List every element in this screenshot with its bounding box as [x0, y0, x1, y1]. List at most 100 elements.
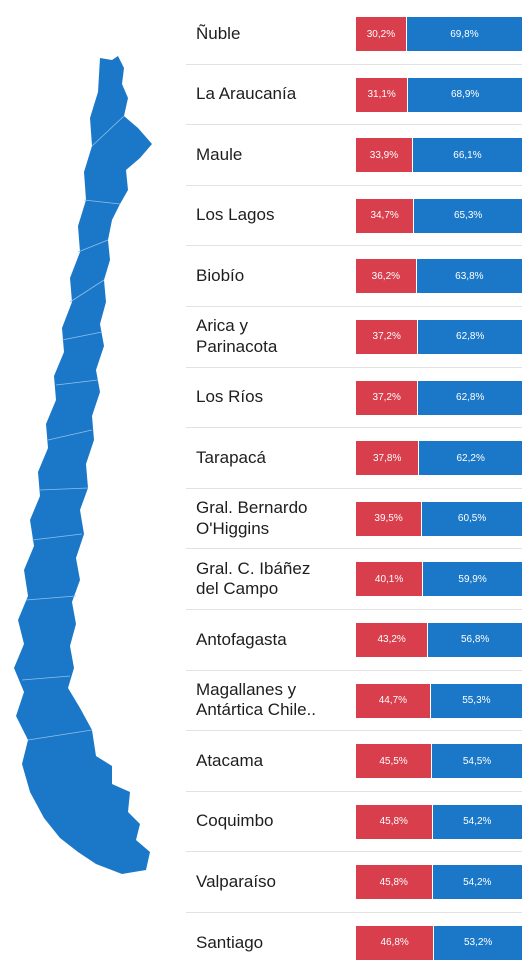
data-label: 66,1%	[453, 149, 482, 161]
region-label: Gral. C. Ibáñez del Campo	[196, 558, 311, 599]
data-label: 34,7%	[370, 210, 399, 222]
bar-segment-red: 45,8%	[356, 865, 433, 900]
region-label: Ñuble	[196, 23, 241, 43]
region-row: Antofagasta 43,2% 56,8%	[186, 610, 522, 671]
bar-segment-blue: 69,8%	[406, 17, 522, 51]
bar-segment-red: 43,2%	[356, 622, 429, 657]
bar-segment-blue: 54,5%	[432, 744, 522, 779]
bar-segment-blue: 63,8%	[416, 259, 522, 294]
bar-segment-red: 30,2%	[356, 17, 407, 51]
data-label: 63,8%	[455, 270, 484, 282]
stacked-bar: 30,2% 69,8%	[356, 17, 522, 51]
data-label: 45,5%	[379, 755, 408, 767]
stacked-bar: 39,5% 60,5%	[356, 501, 522, 536]
data-label: 54,5%	[462, 755, 492, 767]
region-row: Los Lagos 34,7% 65,3%	[186, 186, 522, 247]
region-label: La Araucanía	[196, 84, 297, 104]
region-label: Los Lagos	[196, 205, 275, 225]
region-label: Los Ríos	[196, 387, 264, 407]
data-label: 54,2%	[463, 816, 492, 828]
data-label: 37,2%	[372, 392, 401, 404]
data-label: 62,2%	[456, 452, 485, 464]
data-label: 62,8%	[456, 331, 485, 343]
bar-segment-blue: 62,8%	[418, 319, 522, 354]
stacked-bar: 46,8% 53,2%	[356, 925, 522, 960]
region-label: Arica y Parinacota	[196, 316, 278, 356]
stacked-bar: 31,1% 68,9%	[356, 77, 522, 112]
data-label: 30,2%	[366, 28, 396, 40]
data-label: 44,7%	[378, 695, 408, 707]
region-row: Atacama 45,5% 54,5%	[186, 731, 522, 792]
bar-segment-red: 45,5%	[356, 744, 433, 779]
stacked-bar: 37,8% 62,2%	[356, 441, 522, 476]
region-rows: Ñuble 30,2% 69,8% La Araucanía 31,1% 68,9% Mau…	[186, 4, 522, 974]
bar-segment-red: 33,9%	[356, 138, 413, 173]
bar-segment-blue: 56,8%	[428, 622, 522, 657]
stacked-bar: 45,8% 54,2%	[356, 865, 522, 900]
region-row: Valparaíso 45,8% 54,2%	[186, 852, 522, 913]
data-label: 69,8%	[450, 28, 479, 40]
data-label: 68,9%	[450, 89, 480, 101]
region-row: Biobío 36,2% 63,8%	[186, 246, 522, 307]
bar-segment-blue: 53,2%	[434, 925, 522, 960]
bar-segment-red: 36,2%	[356, 259, 417, 294]
stacked-bar: 43,2% 56,8%	[356, 622, 522, 657]
bar-segment-blue: 60,5%	[422, 501, 522, 536]
bar-segment-red: 37,2%	[356, 319, 419, 354]
stacked-bar: 40,1% 59,9%	[356, 562, 522, 597]
bar-segment-blue: 54,2%	[432, 865, 522, 900]
region-label: Tarapacá	[196, 447, 266, 467]
bar-segment-red: 40,1%	[356, 562, 424, 597]
data-label: 55,3%	[462, 695, 491, 707]
region-label: Magallanes y Antártica Chile..	[196, 679, 316, 720]
bar-segment-red: 44,7%	[356, 683, 431, 718]
region-label: Coquimbo	[196, 811, 274, 831]
stacked-bar: 45,8% 54,2%	[356, 804, 522, 839]
data-label: 43,2%	[377, 634, 406, 646]
data-label: 60,5%	[457, 513, 487, 525]
stacked-bar: 36,2% 63,8%	[356, 259, 522, 294]
data-label: 59,9%	[458, 573, 487, 585]
region-row: Ñuble 30,2% 69,8%	[186, 4, 522, 65]
bar-segment-blue: 55,3%	[430, 683, 522, 718]
data-label: 33,9%	[369, 149, 399, 161]
region-label: Gral. Bernardo O'Higgins	[196, 498, 308, 538]
chile-map-shape	[14, 56, 152, 874]
region-row: Tarapacá 37,8% 62,2%	[186, 428, 522, 489]
data-label: 46,8%	[380, 937, 409, 949]
data-label: 45,8%	[379, 876, 408, 888]
region-row: Coquimbo 45,8% 54,2%	[186, 792, 522, 853]
bar-segment-blue: 66,1%	[412, 138, 522, 173]
bar-segment-blue: 54,2%	[432, 804, 522, 839]
bar-segment-blue: 62,8%	[418, 380, 522, 415]
bar-segment-red: 45,8%	[356, 804, 433, 839]
bar-segment-red: 46,8%	[356, 925, 435, 960]
bar-segment-blue: 62,2%	[419, 441, 522, 476]
region-row: Los Ríos 37,2% 62,8%	[186, 368, 522, 429]
data-label: 39,5%	[374, 513, 403, 525]
chile-map	[14, 56, 152, 874]
region-row: Santiago 46,8% 53,2%	[186, 913, 522, 974]
region-label: Antofagasta	[196, 629, 287, 649]
region-row: Gral. C. Ibáñez del Campo 40,1% 59,9%	[186, 549, 522, 610]
region-label: Biobío	[196, 265, 245, 285]
data-label: 37,8%	[373, 452, 402, 464]
bar-segment-red: 39,5%	[356, 501, 423, 536]
stacked-bar: 34,7% 65,3%	[356, 198, 522, 233]
region-label: Atacama	[196, 750, 264, 770]
bar-segment-blue: 65,3%	[414, 198, 522, 233]
bar-segment-blue: 59,9%	[423, 562, 522, 597]
bar-segment-blue: 68,9%	[408, 77, 522, 112]
data-label: 40,1%	[374, 573, 404, 585]
data-label: 36,2%	[371, 270, 401, 282]
data-label: 37,2%	[372, 331, 401, 343]
stacked-bar: 37,2% 62,8%	[356, 319, 522, 354]
region-label: Santiago	[196, 933, 264, 952]
bar-segment-red: 37,8%	[356, 441, 420, 476]
stacked-bar: 44,7% 55,3%	[356, 683, 522, 718]
data-label: 53,2%	[463, 937, 493, 949]
bar-segment-red: 34,7%	[356, 198, 415, 233]
data-label: 65,3%	[453, 210, 483, 222]
data-label: 45,8%	[379, 816, 408, 828]
